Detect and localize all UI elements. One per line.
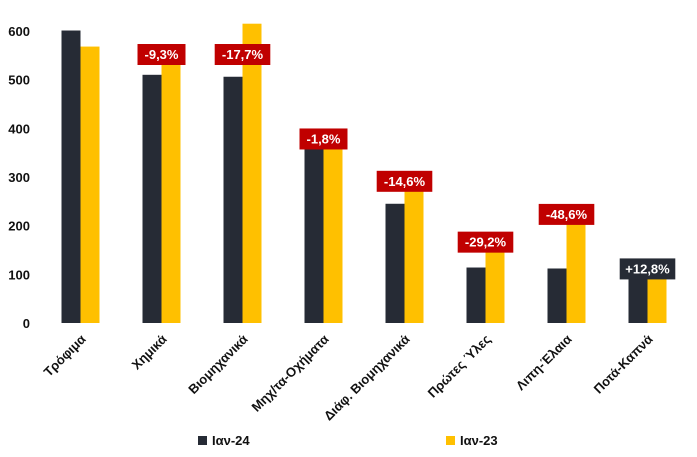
legend-label: Ιαν-23	[460, 433, 498, 448]
annotation-box	[619, 258, 676, 280]
bar-ian-24	[547, 268, 567, 323]
annotation-label: -48,6%	[546, 207, 588, 222]
change-annotation: -17,7%	[214, 44, 271, 65]
bar-ian-24	[385, 203, 405, 323]
change-annotation: -29,2%	[457, 231, 514, 253]
bar-ian-23	[485, 244, 505, 323]
x-category-label: Τρόφιμα	[41, 332, 89, 380]
change-annotation: -1,8%	[299, 128, 348, 150]
y-tick-label: 200	[8, 219, 30, 234]
bar-ian-23	[80, 46, 100, 323]
change-annotation: +12,8%	[619, 258, 676, 280]
y-tick-label: 100	[8, 267, 30, 282]
bar-ian-24	[142, 74, 162, 323]
y-tick-label: 400	[8, 121, 30, 136]
legend-swatch	[446, 436, 455, 445]
legend-label: Ιαν-24	[212, 433, 250, 448]
x-category-label: Χημικά	[129, 332, 170, 373]
x-category-label: Λιπη-Έλαια	[513, 332, 575, 394]
annotation-box	[214, 44, 271, 65]
bar-ian-23	[647, 277, 667, 323]
change-annotation: -14,6%	[376, 170, 433, 192]
x-category-label: Διάφ. Βιομηχανικά	[321, 332, 413, 424]
bar-ian-24	[628, 271, 648, 323]
bar-ian-24	[304, 144, 324, 323]
annotation-box	[299, 128, 348, 150]
change-annotation: -48,6%	[538, 203, 595, 225]
annotation-label: +12,8%	[625, 261, 670, 276]
y-tick-label: 0	[23, 316, 30, 331]
x-axis-labels: Τρόφιμα Χημικά ΒιομηχανικάΜηχ/τα-ΟχήματαΔι…	[41, 331, 656, 423]
bar-ian-24	[61, 30, 81, 323]
legend: Ιαν-24 Ιαν-23	[198, 433, 498, 448]
bar-ian-23	[242, 23, 262, 323]
bar-ian-23	[161, 49, 181, 323]
change-annotation: -9,3%	[137, 44, 186, 65]
change-annotations: -9,3% -17,7% -1,8% -14,6% -29,2% -48,6% +12,8%	[137, 44, 676, 280]
annotation-label: -9,3%	[145, 47, 179, 62]
x-category-label: Πρώτες Ύλες	[425, 331, 494, 400]
x-category-label: Μηχ/τα-Οχήματα	[249, 332, 332, 415]
legend-swatch	[198, 436, 207, 445]
bar-ian-23	[323, 141, 343, 323]
bar-ian-24	[223, 76, 243, 323]
legend-item: Ιαν-23	[446, 433, 498, 448]
y-tick-label: 500	[8, 73, 30, 88]
legend-item: Ιαν-24	[198, 433, 250, 448]
y-tick-label: 600	[8, 24, 30, 39]
annotation-box	[538, 203, 595, 225]
bar-ian-24	[466, 267, 486, 323]
bars	[61, 23, 667, 323]
annotation-box	[457, 231, 514, 253]
x-category-label: Ποτά-Καπνά	[591, 332, 656, 397]
y-axis: 0 100 200 300 400 500 600	[8, 24, 30, 331]
annotation-label: -17,7%	[222, 47, 264, 62]
annotation-box	[137, 44, 186, 65]
annotation-label: -29,2%	[465, 235, 507, 250]
bar-ian-23	[566, 216, 586, 323]
x-category-label: Βιομηχανικά	[185, 332, 250, 397]
annotation-label: -1,8%	[307, 131, 341, 146]
bar-ian-23	[404, 183, 424, 323]
y-tick-label: 300	[8, 170, 30, 185]
annotation-box	[376, 170, 433, 192]
annotation-label: -14,6%	[384, 174, 426, 189]
